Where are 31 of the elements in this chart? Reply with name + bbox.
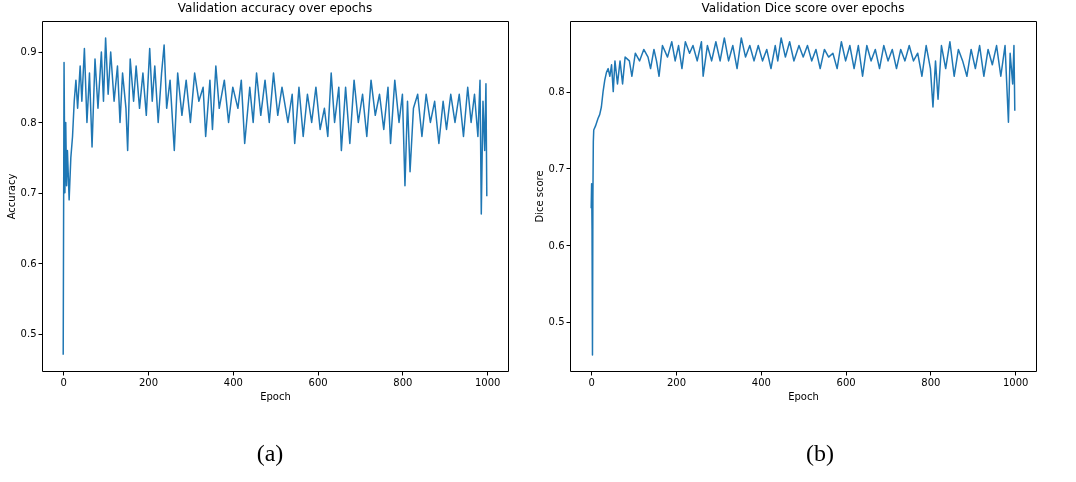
- chart-title: Validation accuracy over epochs: [177, 1, 373, 15]
- y-tick-label: 0.6: [20, 257, 37, 269]
- y-tick-label: 0.7: [20, 187, 37, 199]
- y-tick-label: 0.8: [20, 116, 37, 128]
- x-tick-label: 0: [60, 376, 67, 388]
- text: (b): [805, 440, 835, 467]
- y-tick-label: 0.6: [548, 239, 565, 251]
- x-tick-label: 400: [223, 376, 243, 388]
- x-tick-label: 600: [308, 376, 328, 388]
- x-tick-label: 200: [666, 376, 687, 388]
- x-tick-label: 1000: [1003, 376, 1029, 388]
- x-tick-label: 400: [751, 376, 771, 388]
- x-tick-label: 800: [393, 376, 413, 388]
- x-tick-label: 600: [836, 376, 856, 388]
- line-series: [62, 37, 488, 356]
- x-tick-label: 1000: [475, 376, 501, 388]
- chart-title: Validation Dice score over epochs: [701, 1, 905, 15]
- y-tick-label: 0.5: [20, 328, 37, 340]
- x-tick-label: 800: [921, 376, 941, 388]
- text: (a): [255, 440, 285, 467]
- y-tick-label: 0.7: [548, 162, 565, 174]
- x-tick-label: 0: [588, 376, 595, 388]
- x-axis-title: Epoch: [788, 390, 819, 402]
- y-tick-label: 0.9: [20, 46, 37, 58]
- y-axis-title: Dice score: [533, 170, 545, 223]
- x-tick-label: 200: [138, 376, 159, 388]
- line-series: [590, 37, 1016, 356]
- y-tick-label: 0.8: [548, 86, 565, 98]
- x-axis-title: Epoch: [260, 390, 291, 402]
- y-axis-title: Accuracy: [5, 173, 17, 220]
- y-tick-label: 0.5: [548, 316, 565, 328]
